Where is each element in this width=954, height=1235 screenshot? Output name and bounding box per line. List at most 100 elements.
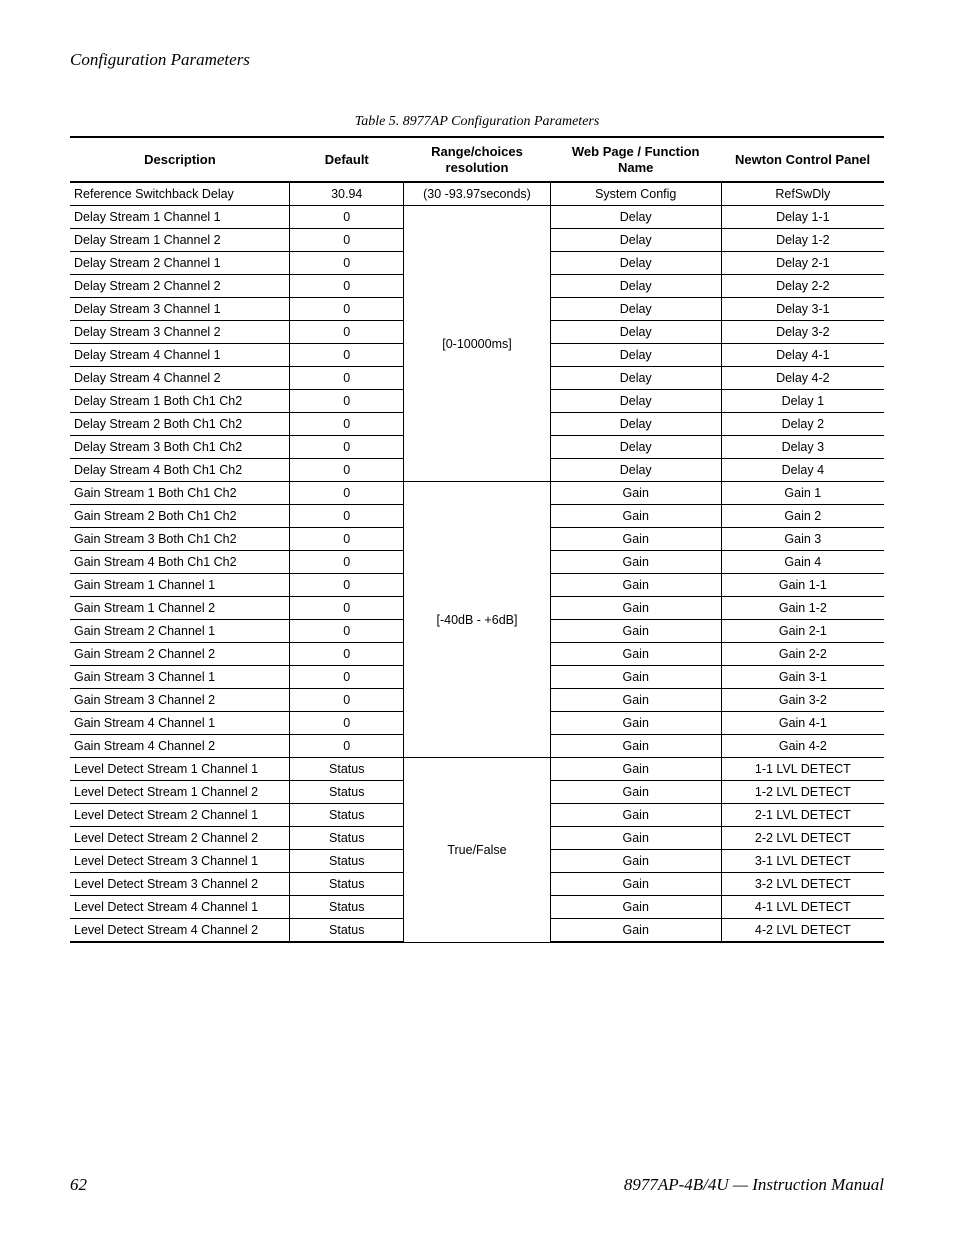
- cell-newton: Delay 1-1: [721, 206, 884, 229]
- col-newton: Newton Control Panel: [721, 137, 884, 182]
- cell-newton: 3-1 LVL DETECT: [721, 850, 884, 873]
- cell-description: Delay Stream 4 Channel 1: [70, 344, 290, 367]
- cell-webpage: Gain: [550, 574, 721, 597]
- cell-webpage: Gain: [550, 873, 721, 896]
- cell-webpage: Delay: [550, 252, 721, 275]
- cell-newton: Gain 4-1: [721, 712, 884, 735]
- cell-default: 0: [290, 321, 404, 344]
- cell-newton: Delay 2-2: [721, 275, 884, 298]
- cell-default: 0: [290, 229, 404, 252]
- cell-description: Level Detect Stream 1 Channel 1: [70, 758, 290, 781]
- cell-webpage: Delay: [550, 459, 721, 482]
- cell-webpage: Gain: [550, 528, 721, 551]
- cell-range: [0-10000ms]: [404, 206, 551, 482]
- cell-webpage: Delay: [550, 275, 721, 298]
- cell-range: (30 -93.97seconds): [404, 182, 551, 206]
- cell-webpage: Gain: [550, 689, 721, 712]
- cell-description: Gain Stream 3 Both Ch1 Ch2: [70, 528, 290, 551]
- cell-webpage: Gain: [550, 666, 721, 689]
- cell-default: 0: [290, 459, 404, 482]
- manual-title: 8977AP-4B/4U — Instruction Manual: [624, 1175, 884, 1195]
- cell-newton: RefSwDly: [721, 182, 884, 206]
- cell-newton: Delay 3-1: [721, 298, 884, 321]
- cell-newton: Delay 1-2: [721, 229, 884, 252]
- cell-default: Status: [290, 758, 404, 781]
- cell-description: Level Detect Stream 2 Channel 1: [70, 804, 290, 827]
- cell-newton: Gain 4: [721, 551, 884, 574]
- cell-newton: Delay 4-1: [721, 344, 884, 367]
- cell-webpage: Delay: [550, 321, 721, 344]
- cell-default: 0: [290, 413, 404, 436]
- cell-webpage: Gain: [550, 804, 721, 827]
- page-footer: 62 8977AP-4B/4U — Instruction Manual: [70, 1175, 884, 1195]
- cell-newton: Gain 3-2: [721, 689, 884, 712]
- cell-webpage: Delay: [550, 367, 721, 390]
- cell-default: 0: [290, 344, 404, 367]
- cell-default: 0: [290, 597, 404, 620]
- cell-default: 0: [290, 620, 404, 643]
- cell-default: 0: [290, 275, 404, 298]
- cell-description: Delay Stream 2 Channel 2: [70, 275, 290, 298]
- cell-newton: 1-2 LVL DETECT: [721, 781, 884, 804]
- cell-newton: Gain 1: [721, 482, 884, 505]
- cell-default: Status: [290, 896, 404, 919]
- cell-webpage: Delay: [550, 298, 721, 321]
- cell-description: Gain Stream 4 Both Ch1 Ch2: [70, 551, 290, 574]
- config-params-table: Description Default Range/choices resolu…: [70, 136, 884, 943]
- cell-newton: Gain 4-2: [721, 735, 884, 758]
- cell-description: Level Detect Stream 1 Channel 2: [70, 781, 290, 804]
- cell-description: Delay Stream 3 Both Ch1 Ch2: [70, 436, 290, 459]
- cell-newton: Delay 2-1: [721, 252, 884, 275]
- cell-newton: Gain 2-1: [721, 620, 884, 643]
- cell-default: Status: [290, 850, 404, 873]
- cell-webpage: Delay: [550, 390, 721, 413]
- col-description: Description: [70, 137, 290, 182]
- table-row: Delay Stream 1 Channel 10[0-10000ms]Dela…: [70, 206, 884, 229]
- cell-description: Delay Stream 4 Channel 2: [70, 367, 290, 390]
- cell-default: 0: [290, 551, 404, 574]
- cell-webpage: Delay: [550, 229, 721, 252]
- cell-default: 0: [290, 528, 404, 551]
- cell-description: Gain Stream 3 Channel 2: [70, 689, 290, 712]
- cell-newton: Delay 2: [721, 413, 884, 436]
- cell-description: Delay Stream 3 Channel 1: [70, 298, 290, 321]
- cell-webpage: Gain: [550, 919, 721, 943]
- table-body: Reference Switchback Delay30.94(30 -93.9…: [70, 182, 884, 942]
- cell-newton: Gain 1-1: [721, 574, 884, 597]
- cell-default: 30.94: [290, 182, 404, 206]
- cell-webpage: Gain: [550, 505, 721, 528]
- cell-description: Reference Switchback Delay: [70, 182, 290, 206]
- table-row: Level Detect Stream 1 Channel 1StatusTru…: [70, 758, 884, 781]
- cell-newton: Gain 3-1: [721, 666, 884, 689]
- cell-webpage: Gain: [550, 896, 721, 919]
- cell-newton: Gain 1-2: [721, 597, 884, 620]
- cell-default: 0: [290, 252, 404, 275]
- cell-webpage: Delay: [550, 206, 721, 229]
- cell-description: Gain Stream 2 Both Ch1 Ch2: [70, 505, 290, 528]
- cell-webpage: Delay: [550, 344, 721, 367]
- cell-description: Gain Stream 2 Channel 2: [70, 643, 290, 666]
- cell-description: Level Detect Stream 4 Channel 1: [70, 896, 290, 919]
- cell-description: Delay Stream 2 Both Ch1 Ch2: [70, 413, 290, 436]
- col-default: Default: [290, 137, 404, 182]
- table-row: Gain Stream 1 Both Ch1 Ch20[-40dB - +6dB…: [70, 482, 884, 505]
- section-title: Configuration Parameters: [70, 50, 884, 70]
- cell-description: Gain Stream 1 Channel 1: [70, 574, 290, 597]
- cell-newton: Delay 3-2: [721, 321, 884, 344]
- cell-webpage: Gain: [550, 482, 721, 505]
- cell-newton: Delay 1: [721, 390, 884, 413]
- cell-default: 0: [290, 206, 404, 229]
- cell-newton: Gain 3: [721, 528, 884, 551]
- cell-default: 0: [290, 643, 404, 666]
- cell-default: 0: [290, 298, 404, 321]
- page: Configuration Parameters Table 5. 8977AP…: [0, 0, 954, 1235]
- cell-description: Level Detect Stream 2 Channel 2: [70, 827, 290, 850]
- cell-default: 0: [290, 436, 404, 459]
- cell-description: Delay Stream 3 Channel 2: [70, 321, 290, 344]
- cell-description: Level Detect Stream 3 Channel 1: [70, 850, 290, 873]
- cell-default: 0: [290, 367, 404, 390]
- cell-newton: Delay 3: [721, 436, 884, 459]
- cell-webpage: Gain: [550, 712, 721, 735]
- cell-description: Delay Stream 1 Both Ch1 Ch2: [70, 390, 290, 413]
- cell-description: Delay Stream 4 Both Ch1 Ch2: [70, 459, 290, 482]
